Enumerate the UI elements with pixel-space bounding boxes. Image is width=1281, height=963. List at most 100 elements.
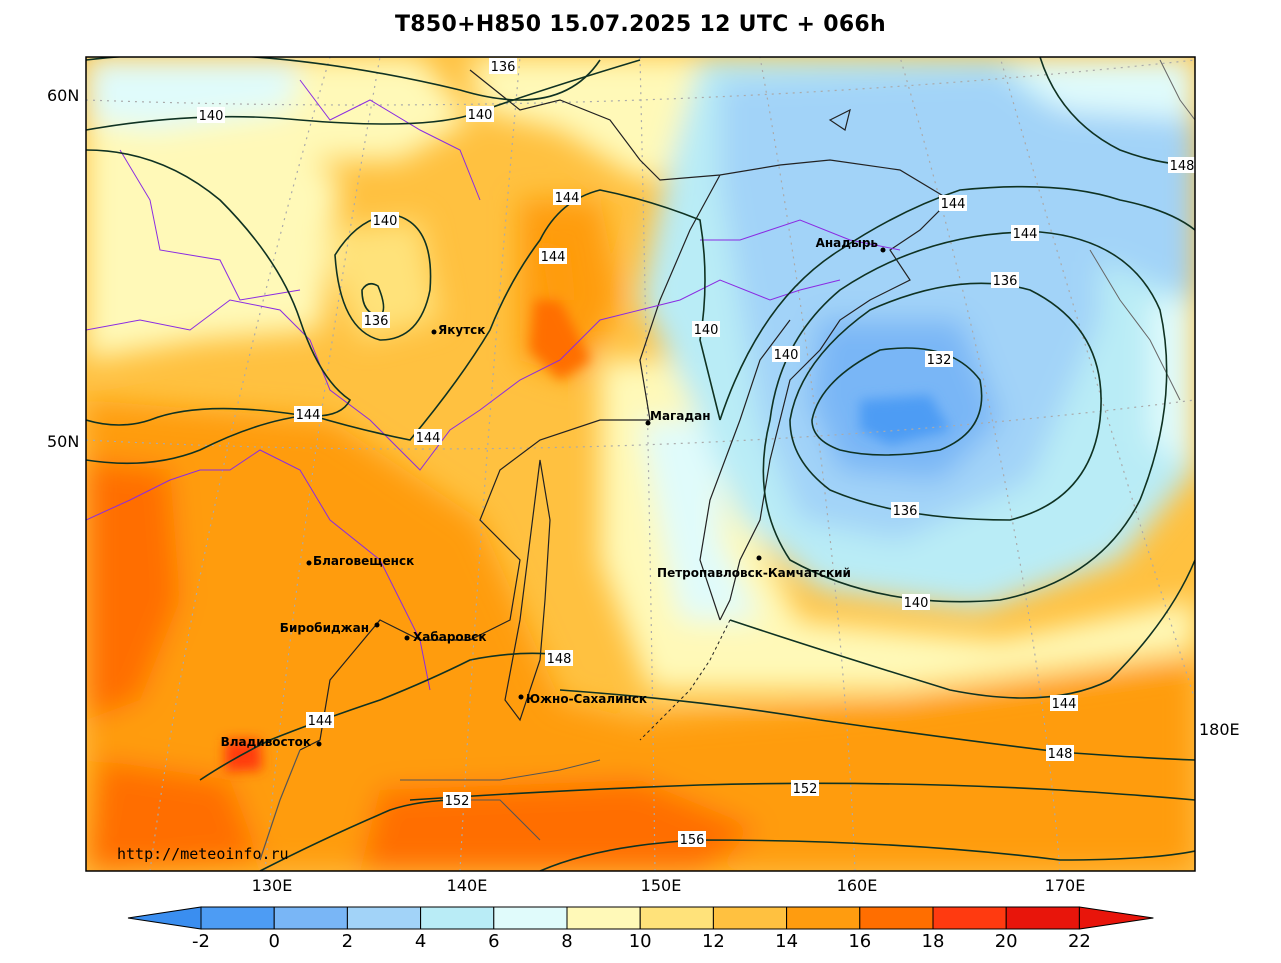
- city-label: Хабаровск: [413, 630, 487, 644]
- colorbar-bin: [346, 906, 422, 930]
- map-title: T850+H850 15.07.2025 12 UTC + 066h: [394, 12, 887, 37]
- svg-text:156: 156: [680, 833, 705, 848]
- svg-text:140: 140: [904, 596, 929, 611]
- lat-label-50n: 50N: [47, 432, 80, 451]
- colorbar-tick-label: 8: [561, 931, 573, 952]
- colorbar-bin: [420, 906, 495, 930]
- colorbar-bin: [639, 906, 714, 930]
- city-marker: [431, 329, 437, 335]
- colorbar-bin: [493, 906, 568, 930]
- svg-text:140: 140: [468, 108, 493, 123]
- colorbar-bin: [273, 906, 348, 930]
- contour-label: 144: [939, 195, 967, 212]
- colorbar-max-arrow: [1078, 906, 1154, 930]
- contour-label: 152: [791, 780, 819, 797]
- contour-label: 144: [294, 406, 322, 423]
- city-layer: Якутск Анадырь Магадан Благовещенск Биробидж…: [221, 236, 886, 749]
- svg-text:136: 136: [993, 274, 1018, 289]
- colorbar-tick-label: 10: [628, 931, 652, 952]
- colorbar-min-arrow: [127, 906, 202, 930]
- svg-text:136: 136: [491, 60, 516, 75]
- city-marker: [404, 635, 410, 641]
- city-marker: [880, 247, 886, 253]
- city-label: Южно-Сахалинск: [526, 692, 647, 706]
- lon-label-150e: 150E: [640, 876, 682, 895]
- svg-text:148: 148: [1170, 159, 1195, 174]
- contour-label: 136: [891, 502, 919, 519]
- contour-label: 140: [197, 107, 225, 124]
- svg-text:140: 140: [199, 109, 224, 124]
- colorbar-tick-label: 4: [414, 931, 427, 952]
- contour-label: 140: [902, 594, 930, 611]
- svg-text:144: 144: [1052, 697, 1077, 712]
- city-label: Якутск: [438, 323, 485, 337]
- city-marker: [518, 694, 524, 700]
- city-label: Благовещенск: [313, 554, 414, 568]
- city-label: Биробиджан: [280, 621, 369, 635]
- contour-label: 136: [991, 272, 1019, 289]
- svg-text:136: 136: [893, 504, 918, 519]
- city-label: Магадан: [650, 409, 711, 423]
- contour-label: 144: [1050, 695, 1078, 712]
- colorbar-bin: [859, 906, 934, 930]
- contour-label: 144: [553, 189, 581, 206]
- contour-label: 140: [692, 321, 720, 338]
- lon-label-170e: 170E: [1044, 876, 1086, 895]
- contour-label: 140: [371, 212, 399, 229]
- svg-text:140: 140: [774, 348, 799, 363]
- colorbar-tick-label: -2: [192, 931, 210, 952]
- svg-text:144: 144: [1013, 227, 1038, 242]
- lat-label-60n: 60N: [47, 86, 80, 105]
- colorbar-bin: [1005, 906, 1080, 930]
- colorbar-tick-label: 2: [341, 931, 354, 952]
- colorbar-bin: [566, 906, 641, 930]
- contour-label: 140: [772, 346, 800, 363]
- coastlines: [259, 59, 1195, 861]
- svg-text:140: 140: [373, 214, 398, 229]
- contour-label: 144: [539, 248, 567, 265]
- svg-text:152: 152: [793, 782, 818, 797]
- city-marker: [306, 560, 312, 566]
- colorbar-tick-label: 12: [701, 931, 725, 952]
- contour-label: 152: [443, 792, 471, 809]
- svg-text:144: 144: [296, 408, 321, 423]
- contour-label: 136: [362, 312, 390, 329]
- colorbar-tick-label: 18: [921, 931, 945, 952]
- colorbar-tick-label: 14: [775, 931, 799, 952]
- colorbar-bin: [932, 906, 1007, 930]
- map-frame: [85, 56, 1196, 872]
- svg-text:144: 144: [555, 191, 580, 206]
- city-marker: [645, 420, 651, 426]
- height-contours: [86, 57, 1195, 871]
- contour-label: 136: [489, 58, 517, 75]
- svg-text:148: 148: [1048, 747, 1073, 762]
- colorbar-bin: [200, 906, 275, 930]
- colorbar-tick-label: 20: [994, 931, 1018, 952]
- lon-label-140e: 140E: [446, 876, 488, 895]
- svg-text:152: 152: [445, 794, 470, 809]
- city-label: Анадырь: [816, 236, 879, 250]
- lon-label-160e: 160E: [836, 876, 878, 895]
- contour-label: 144: [414, 429, 442, 446]
- city-label: Петропавловск-Камчатский: [657, 566, 851, 580]
- colorbar: [127, 906, 1154, 930]
- svg-text:140: 140: [694, 323, 719, 338]
- contour-label: 148: [1046, 745, 1074, 762]
- borders: [86, 79, 901, 691]
- svg-text:144: 144: [416, 431, 441, 446]
- colorbar-tick-label: 6: [488, 931, 500, 952]
- city-marker: [374, 622, 380, 628]
- contour-label: 144: [306, 712, 334, 729]
- colorbar-tick-label: 0: [268, 931, 280, 952]
- svg-text:132: 132: [927, 353, 952, 368]
- contour-label: 148: [545, 650, 573, 667]
- graticule: [86, 57, 1195, 871]
- city-marker: [316, 741, 322, 747]
- contour-label: 140: [466, 106, 494, 123]
- city-marker: [756, 555, 762, 561]
- contour-label: 148: [1168, 157, 1196, 174]
- colorbar-tick-label: 22: [1067, 931, 1091, 952]
- svg-text:144: 144: [941, 197, 966, 212]
- svg-text:148: 148: [547, 652, 572, 667]
